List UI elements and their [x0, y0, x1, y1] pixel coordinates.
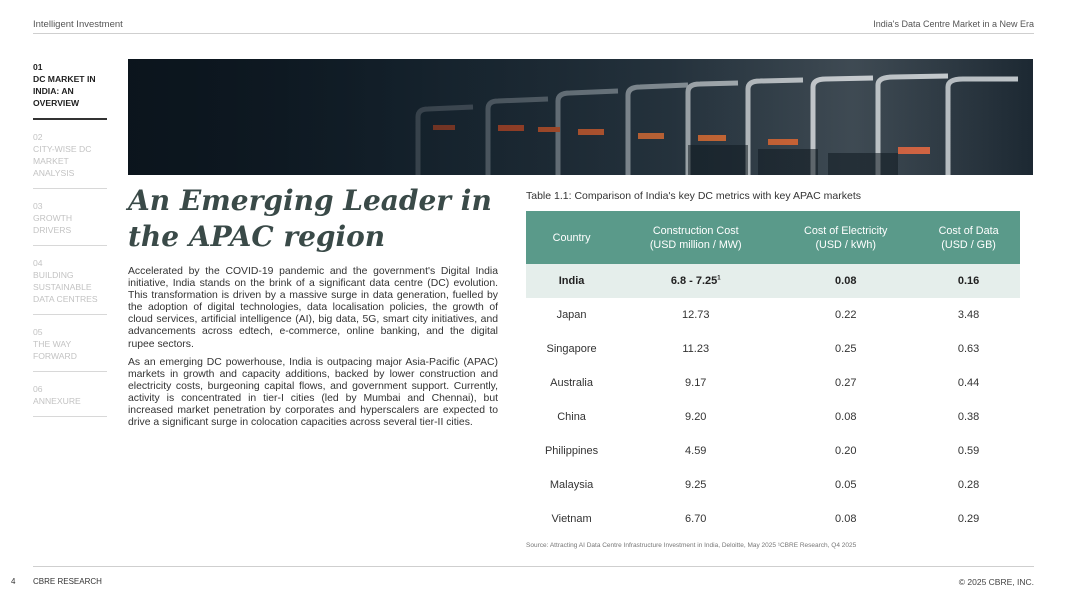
cell-country: Japan: [556, 309, 587, 321]
section-nav: 01 DC MARKET IN INDIA: AN OVERVIEW 02 CI…: [33, 61, 107, 428]
nav-item-number: 06: [33, 384, 43, 394]
column-header-electricity: Cost of Electricity (USD / kWh): [774, 211, 918, 264]
header-divider: [33, 33, 1034, 34]
cell-electricity: 0.25: [835, 343, 857, 355]
cell-electricity: 0.05: [835, 479, 857, 491]
cell-country: Malaysia: [549, 479, 594, 491]
cell-country: Philippines: [544, 445, 599, 457]
cell-data: 3.48: [957, 309, 980, 321]
paragraph: As an emerging DC powerhouse, India is o…: [128, 356, 498, 429]
metrics-comparison-table: Country Construction Cost (USD million / …: [526, 211, 1020, 536]
table-source-note: Source: Attracting AI Data Centre Infras…: [526, 542, 857, 549]
cell-construction: 11.23: [682, 343, 710, 355]
table-row: Singapore 11.23 0.25 0.63: [526, 332, 1020, 366]
table-row: Japan 12.73 0.22 3.48: [526, 298, 1020, 332]
cell-data: 0.38: [957, 411, 980, 423]
nav-item-number: 01: [33, 62, 43, 72]
hero-server-rack-image: [128, 59, 1033, 175]
cell-country: Australia: [550, 377, 593, 389]
footer-left-label: CBRE RESEARCH: [33, 577, 102, 586]
cell-construction: 9.17: [685, 377, 707, 389]
header-left-label: Intelligent Investment: [33, 19, 123, 30]
server-rack-illustration: [128, 59, 1033, 175]
table-row: China 9.20 0.08 0.38: [526, 400, 1020, 434]
nav-item-annexure[interactable]: 06 ANNEXURE: [33, 383, 107, 417]
cell-data: 0.16: [917, 264, 1020, 298]
nav-item-number: 02: [33, 132, 43, 142]
nav-item-label: THE WAY FORWARD: [33, 339, 77, 361]
cell-electricity: 0.08: [835, 411, 857, 423]
cell-data: 0.29: [957, 513, 980, 525]
footer-divider: [33, 566, 1034, 567]
cell-electricity: 0.20: [835, 445, 857, 457]
nav-item-sustainable[interactable]: 04 BUILDING SUSTAINABLE DATA CENTRES: [33, 257, 107, 315]
cell-data: 0.44: [957, 377, 980, 389]
table-caption: Table 1.1: Comparison of India's key DC …: [526, 190, 862, 202]
nav-item-dc-market[interactable]: 01 DC MARKET IN INDIA: AN OVERVIEW: [33, 61, 107, 120]
cell-electricity: 0.08: [774, 264, 918, 298]
column-header-country: Country: [526, 211, 618, 264]
nav-item-label: BUILDING SUSTAINABLE DATA CENTRES: [33, 270, 98, 304]
nav-item-number: 05: [33, 327, 43, 337]
nav-item-growth-drivers[interactable]: 03 GROWTH DRIVERS: [33, 200, 107, 246]
cell-electricity: 0.27: [835, 377, 857, 389]
table-row: India 6.8 - 7.251 0.08 0.16: [526, 264, 1020, 298]
nav-item-label: DC MARKET IN INDIA: AN OVERVIEW: [33, 74, 96, 108]
copyright-notice: © 2025 CBRE, INC.: [958, 577, 1034, 587]
table-header-row: Country Construction Cost (USD million / …: [526, 211, 1020, 264]
nav-item-number: 04: [33, 258, 43, 268]
cell-construction: 6.8 - 7.251: [617, 264, 775, 298]
column-header-data: Cost of Data (USD / GB): [917, 211, 1020, 264]
cell-country: Singapore: [546, 343, 597, 355]
cell-construction: 4.59: [685, 445, 707, 457]
header-right-label: India's Data Centre Market in a New Era: [873, 19, 1034, 29]
nav-item-label: CITY-WISE DC MARKET ANALYSIS: [33, 144, 92, 178]
nav-item-label: GROWTH DRIVERS: [33, 213, 73, 235]
nav-item-number: 03: [33, 201, 43, 211]
cell-electricity: 0.08: [835, 513, 857, 525]
nav-item-way-forward[interactable]: 05 THE WAY FORWARD: [33, 326, 107, 372]
cell-electricity: 0.22: [835, 309, 857, 321]
nav-item-city-wise[interactable]: 02 CITY-WISE DC MARKET ANALYSIS: [33, 131, 107, 189]
cell-data: 0.63: [957, 343, 980, 355]
cell-construction: 9.20: [685, 411, 707, 423]
cell-country: Vietnam: [551, 513, 592, 525]
column-header-construction: Construction Cost (USD million / MW): [617, 211, 775, 264]
table-row: Malaysia 9.25 0.05 0.28: [526, 468, 1020, 502]
table-row: Philippines 4.59 0.20 0.59: [526, 434, 1020, 468]
cell-country: India: [526, 264, 618, 298]
table-row: Australia 9.17 0.27 0.44: [526, 366, 1020, 400]
cell-construction: 12.73: [681, 309, 710, 321]
nav-item-label: ANNEXURE: [33, 396, 81, 406]
cell-construction: 6.70: [685, 513, 707, 525]
cell-data: 0.59: [957, 445, 980, 457]
paragraph: Accelerated by the COVID-19 pandemic and…: [128, 266, 498, 350]
page-number: 4: [11, 577, 16, 586]
page-title: An Emerging Leader in the APAC region: [128, 184, 492, 253]
intro-text: Accelerated by the COVID-19 pandemic and…: [128, 266, 498, 435]
table-row: Vietnam 6.70 0.08 0.29: [526, 502, 1020, 536]
cell-data: 0.28: [957, 479, 980, 491]
cell-construction: 9.25: [685, 479, 707, 491]
cell-country: China: [557, 411, 586, 423]
